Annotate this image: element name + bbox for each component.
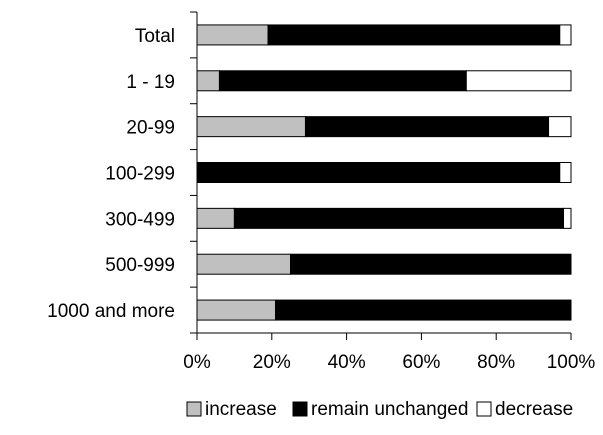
bar-remain-unchanged-6 [275,299,572,321]
bar-remain-unchanged-2 [304,116,550,138]
bar-increase-5 [196,253,291,275]
bar-decrease-3 [559,162,572,183]
x-tick-label: 60% [402,352,440,373]
category-label: 20-99 [126,118,175,139]
bar-decrease-4 [563,207,572,229]
bar-remain-unchanged-1 [218,70,467,92]
bar-increase-0 [196,24,269,46]
bar-remain-unchanged-4 [233,207,565,229]
legend-swatch-decrease [476,401,492,417]
bar-decrease-2 [548,116,572,138]
legend-label-remain-unchanged: remain unchanged [311,399,468,420]
category-label: 500-999 [105,255,175,276]
bar-increase-2 [196,116,306,138]
x-tick-label: 40% [328,352,366,373]
category-label: 1 - 19 [126,72,175,93]
bar-increase-6 [196,299,277,321]
axes: Total 1 - 19 20-99 100-299 300-499 500-999 100… [47,11,596,373]
legend-label-increase: increase [205,399,277,420]
category-label: 300-499 [105,209,175,230]
category-label: 1000 and more [47,301,175,322]
bar-decrease-1 [465,70,572,92]
x-tick-label: 100% [547,352,596,373]
x-tick-label: 0% [183,352,211,373]
legend-label-decrease: decrease [495,399,573,420]
bar-increase-4 [196,207,235,229]
bar-remain-unchanged-3 [196,162,561,183]
legend: increase remain unchanged decrease [186,399,573,420]
category-label: 100-299 [105,164,175,185]
bar-increase-1 [196,70,220,92]
bar-remain-unchanged-0 [267,24,561,46]
legend-swatch-increase [186,401,202,417]
bar-remain-unchanged-5 [290,253,572,275]
x-tick-label: 80% [477,352,515,373]
category-label: Total [135,26,175,47]
x-tick-label: 20% [253,352,291,373]
bar-decrease-0 [559,24,572,46]
legend-swatch-remain-unchanged [292,401,308,417]
plot-area [196,24,572,321]
